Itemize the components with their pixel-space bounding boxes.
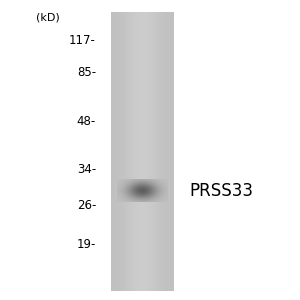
- Text: 117-: 117-: [69, 34, 96, 47]
- Text: 48-: 48-: [77, 115, 96, 128]
- Text: 34-: 34-: [77, 163, 96, 176]
- Text: 26-: 26-: [76, 199, 96, 212]
- Text: 85-: 85-: [77, 65, 96, 79]
- Text: (kD): (kD): [36, 13, 60, 23]
- Text: PRSS33: PRSS33: [189, 182, 253, 200]
- Text: 19-: 19-: [76, 238, 96, 251]
